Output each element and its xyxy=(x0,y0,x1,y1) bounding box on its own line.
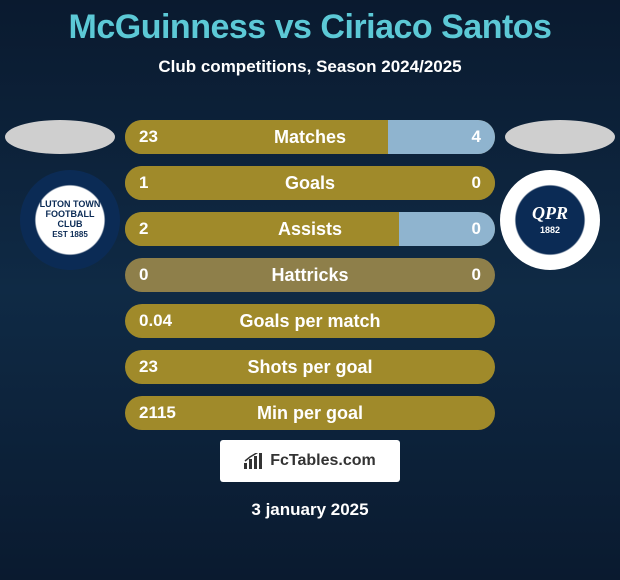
page-subtitle: Club competitions, Season 2024/2025 xyxy=(0,57,620,77)
stat-row: 234Matches xyxy=(125,120,495,154)
stat-value-right: 0 xyxy=(472,265,481,285)
stat-fill-left xyxy=(125,166,495,200)
footer-date: 3 january 2025 xyxy=(0,500,620,520)
branding-chart-icon xyxy=(244,453,264,469)
crest-right-est: 1882 xyxy=(517,226,583,236)
branding-text: FcTables.com xyxy=(270,452,376,470)
team-crest-left: LUTON TOWN FOOTBALL CLUB EST 1885 xyxy=(20,170,120,270)
stat-label: Min per goal xyxy=(125,403,495,424)
page-title: McGuinness vs Ciriaco Santos xyxy=(0,0,620,47)
stats-panel: 234Matches 10Goals 20Assists 0 0Hattricks 0.0… xyxy=(125,120,495,442)
branding-badge: FcTables.com xyxy=(220,440,400,482)
stat-value-left: 0.04 xyxy=(139,311,172,331)
stat-value-left: 2115 xyxy=(139,403,176,423)
player-photo-left xyxy=(5,120,115,154)
stat-row: 10Goals xyxy=(125,166,495,200)
stat-row: 23Shots per goal xyxy=(125,350,495,384)
crest-right-text: QPR xyxy=(532,203,568,223)
player-photo-right xyxy=(505,120,615,154)
stat-label: Shots per goal xyxy=(125,357,495,378)
stat-fill-left xyxy=(125,120,388,154)
stat-value-left: 0 xyxy=(139,265,148,285)
crest-left-text: LUTON TOWN FOOTBALL CLUB xyxy=(40,199,101,229)
team-crest-right: QPR 1882 xyxy=(500,170,600,270)
stat-label: Hattricks xyxy=(125,265,495,286)
stat-fill-left xyxy=(125,212,399,246)
stat-row: 20Assists xyxy=(125,212,495,246)
crest-left-est: 1885 xyxy=(70,230,88,239)
stat-row: 2115Min per goal xyxy=(125,396,495,430)
stat-row: 0 0Hattricks xyxy=(125,258,495,292)
stat-label: Goals per match xyxy=(125,311,495,332)
stat-value-left: 23 xyxy=(139,357,158,377)
stat-row: 0.04Goals per match xyxy=(125,304,495,338)
stat-fill-right xyxy=(399,212,495,246)
stat-fill-right xyxy=(388,120,495,154)
